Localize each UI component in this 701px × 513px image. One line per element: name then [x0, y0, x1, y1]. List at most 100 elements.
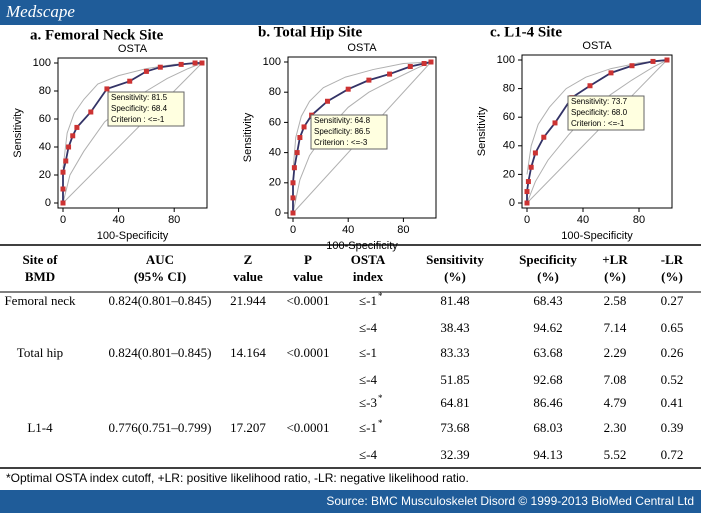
roc-point: [587, 83, 593, 89]
column-header: P: [304, 252, 312, 267]
column-header: index: [353, 269, 384, 284]
roc-point: [290, 210, 296, 216]
reference-line: [292, 61, 432, 171]
table-cell: 4.79: [604, 395, 627, 410]
column-header: -LR: [661, 252, 684, 267]
table-cell: 0.65: [661, 320, 684, 335]
x-axis-label: 100-Specificity: [561, 230, 633, 242]
roc-point: [608, 70, 614, 76]
x-tick-label: 80: [397, 224, 409, 236]
chart-title: OSTA: [582, 40, 612, 52]
table-cell: 2.58: [604, 293, 627, 308]
y-tick-label: 60: [503, 111, 515, 123]
y-tick-label: 40: [269, 147, 281, 159]
table-cell: 94.13: [533, 447, 562, 462]
x-tick-label: 80: [633, 214, 645, 226]
y-tick-label: 60: [39, 113, 51, 125]
y-tick-label: 0: [45, 197, 51, 209]
roc-point: [407, 64, 413, 70]
table-cell: 68.03: [533, 420, 562, 435]
roc-point: [290, 180, 296, 186]
table-cell: 0.26: [661, 345, 684, 360]
panel-label: c. L1-4 Site: [490, 24, 562, 40]
y-tick-label: 40: [39, 141, 51, 153]
table-cell: ≤-1: [359, 420, 377, 435]
table-cell: 0.27: [661, 293, 684, 308]
table-cell: ≤-4: [359, 372, 377, 387]
annotation-text: Specificity: 86.5: [314, 127, 371, 136]
annotation-text: Sensitivity: 81.5: [111, 93, 168, 102]
column-header: value: [233, 269, 263, 284]
roc-point: [60, 200, 66, 206]
roc-point: [294, 150, 300, 156]
roc-point: [325, 98, 330, 104]
table-cell: 83.33: [440, 345, 469, 360]
column-header: AUC: [146, 252, 174, 267]
x-axis-label: 100-Specificity: [326, 240, 398, 252]
roc-point: [528, 164, 534, 170]
panel-label: a. Femoral Neck Site: [30, 27, 164, 43]
table-cell: 0.41: [661, 395, 684, 410]
column-header: (%): [537, 269, 559, 284]
roc-point: [541, 134, 547, 140]
roc-point: [143, 68, 149, 74]
column-header: (95% CI): [134, 269, 186, 284]
reference-line: [62, 62, 203, 204]
roc-point: [524, 189, 530, 195]
table-cell: 68.43: [533, 293, 562, 308]
brand: Medscape: [5, 2, 75, 21]
table-cell: 0.39: [661, 420, 684, 435]
y-tick-label: 80: [503, 83, 515, 95]
x-tick-label: 80: [168, 214, 180, 226]
roc-point: [387, 71, 393, 77]
footer-bar: [0, 490, 701, 513]
table-cell: 94.62: [533, 320, 562, 335]
panel-label: b. Total Hip Site: [258, 24, 363, 40]
table-cell: 32.39: [440, 447, 469, 462]
y-tick-label: 100: [263, 56, 281, 68]
column-header: Sensitivity: [426, 252, 484, 267]
table-cell: <0.0001: [286, 345, 329, 360]
roc-point: [428, 59, 434, 65]
annotation-box: [567, 95, 645, 131]
column-header: Z: [244, 252, 253, 267]
roc-point: [60, 169, 66, 175]
table-cell: 73.68: [440, 420, 469, 435]
roc-point: [532, 150, 538, 156]
annotation-text: Sensitivity: 73.7: [571, 97, 628, 106]
annotation-box: [107, 91, 185, 127]
roc-point: [650, 58, 656, 64]
y-axis-label: Sensitivity: [476, 106, 488, 156]
reference-line: [526, 59, 668, 204]
roc-point: [366, 77, 372, 83]
roc-point: [297, 135, 303, 140]
footnote: *Optimal OSTA index cutoff, +LR: positiv…: [6, 471, 469, 485]
y-tick-label: 80: [269, 86, 281, 98]
annotation-text: Criterion : <=-1: [571, 119, 625, 128]
table-cell: 21.944: [230, 293, 266, 308]
column-header: Site of: [22, 252, 58, 267]
table-cell: 0.824(0.801–0.845): [109, 345, 212, 360]
roc-point: [74, 124, 80, 130]
annotation-text: Sensitivity: 64.8: [314, 116, 371, 125]
y-tick-label: 20: [39, 169, 51, 181]
column-header: (%): [604, 269, 626, 284]
annotation-text: Specificity: 68.4: [111, 104, 168, 113]
roc-point: [104, 86, 110, 92]
y-tick-label: 0: [509, 197, 515, 209]
table-cell: 81.48: [440, 293, 469, 308]
column-header: (%): [444, 269, 466, 284]
table-cell: 2.29: [604, 345, 627, 360]
y-tick-label: 40: [503, 140, 515, 152]
roc-point: [70, 133, 76, 139]
table-cell: ≤-3: [359, 395, 377, 410]
roc-point: [178, 61, 184, 67]
y-tick-label: 20: [503, 168, 515, 180]
chart-title: OSTA: [347, 42, 377, 54]
x-tick-label: 40: [342, 224, 354, 236]
table-cell: 86.46: [533, 395, 563, 410]
table-cell: 7.08: [604, 372, 627, 387]
annotation-text: Specificity: 68.0: [571, 108, 628, 117]
table-cell: 2.30: [604, 420, 627, 435]
